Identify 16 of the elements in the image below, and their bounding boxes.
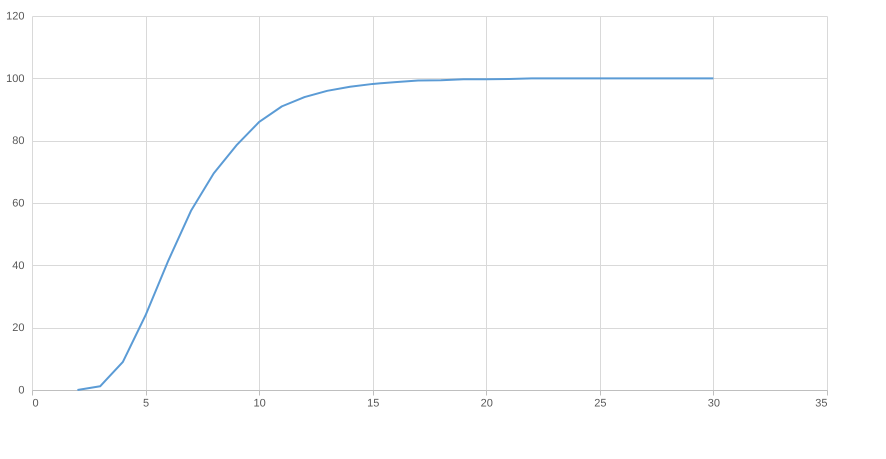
x-tick-label: 20 (480, 398, 493, 410)
y-tick-label: 20 (12, 322, 24, 334)
y-tick-label: 60 (12, 198, 24, 210)
y-tick-label: 120 (6, 10, 24, 22)
x-tick-label: 15 (367, 398, 380, 410)
x-tick-label: 10 (254, 398, 266, 410)
x-tick-label: 0 (32, 398, 39, 410)
x-tick-label: 35 (815, 398, 828, 410)
line-series (76, 77, 714, 391)
y-tick-label: 80 (12, 135, 24, 148)
x-tick-label: 5 (143, 398, 150, 410)
y-tick-label: 100 (6, 72, 24, 85)
y-tick-label: 0 (18, 384, 24, 396)
x-tick-label: 25 (594, 398, 606, 410)
y-tick-label: 40 (12, 260, 24, 272)
x-tick-label: 30 (708, 398, 720, 410)
